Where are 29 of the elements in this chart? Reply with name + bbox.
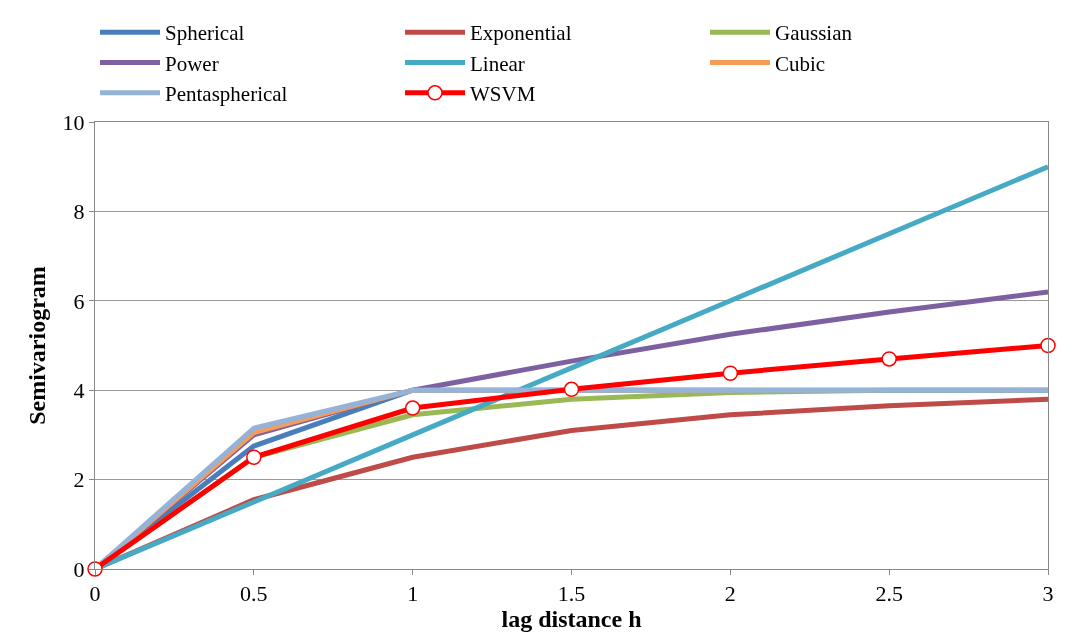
legend-label: Cubic (775, 51, 826, 76)
point (246, 449, 262, 465)
x-tick-label: 1.5 (557, 581, 586, 607)
x-tick-label: 2.5 (875, 581, 903, 607)
legend-label: Linear (470, 51, 525, 76)
legend-label: Pentaspherical (165, 82, 288, 106)
x-tick-label: 0 (89, 581, 101, 607)
y-tick-label: 0 (73, 556, 85, 582)
point (1040, 337, 1056, 354)
x-tick-label: 3 (1042, 581, 1054, 607)
y-axis-title: Semivariogram (23, 266, 50, 425)
point (404, 400, 421, 416)
y-tick-label: 6 (73, 288, 85, 314)
legend-label: Power (165, 51, 219, 76)
x-tick-label: 0.5 (240, 581, 268, 607)
point (563, 381, 580, 398)
x-tick-label: 1 (407, 581, 419, 607)
legend-label: Gaussian (775, 21, 853, 46)
x-tick-label: 2 (724, 581, 736, 607)
y-tick-label: 4 (73, 377, 85, 403)
legend-label: WSVM (470, 82, 536, 106)
y-tick-label: 10 (62, 109, 85, 135)
x-axis-title: lag distance h (501, 606, 642, 633)
y-tick-label: 8 (73, 199, 85, 225)
point (722, 365, 739, 381)
y-tick-label: 2 (73, 467, 85, 493)
legend-label: Exponential (470, 21, 572, 46)
legend-label: Spherical (165, 21, 245, 46)
point (881, 351, 897, 367)
